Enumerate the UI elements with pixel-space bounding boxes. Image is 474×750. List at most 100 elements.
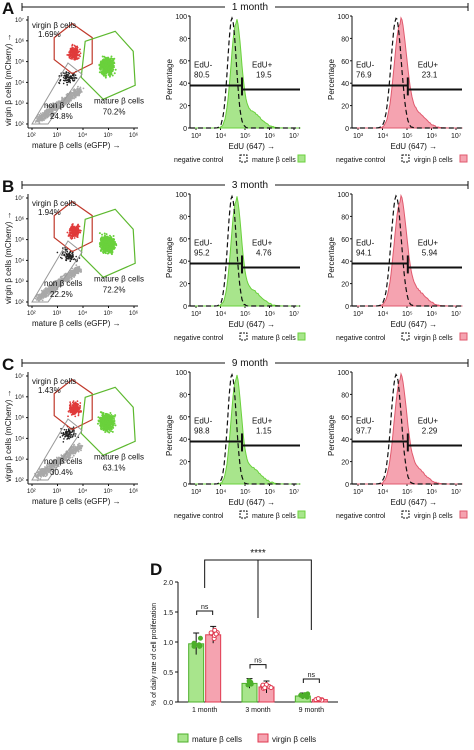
edu-neg-value: 80.5 bbox=[194, 70, 210, 79]
mature-dot bbox=[97, 416, 100, 419]
hist-y-tick-label: 40 bbox=[341, 259, 349, 266]
non-beta-dot bbox=[72, 93, 75, 96]
flow-x-tick-label: 10³ bbox=[53, 133, 62, 139]
intermediate-dot bbox=[71, 77, 74, 79]
virgin-dot bbox=[79, 55, 81, 58]
non-beta-dot bbox=[38, 473, 41, 476]
intermediate-dot bbox=[67, 74, 70, 76]
flow-x-tick-label: 10² bbox=[27, 489, 36, 495]
non-beta-dot bbox=[54, 466, 56, 468]
non-beta-dot bbox=[52, 468, 55, 470]
edu-pos-value: 5.94 bbox=[422, 248, 438, 257]
virgin-gate bbox=[53, 22, 93, 75]
non-beta-dot bbox=[80, 89, 82, 92]
mature-dot bbox=[98, 232, 101, 235]
timeline-label: 3 month bbox=[232, 180, 268, 191]
flow-x-tick-label: 10⁵ bbox=[104, 310, 114, 317]
non-beta-dot bbox=[50, 108, 52, 111]
non-beta-dot bbox=[52, 102, 55, 105]
non-beta-dot bbox=[63, 461, 66, 464]
virgin-dot bbox=[73, 237, 76, 239]
mature-dot bbox=[108, 251, 111, 254]
non-beta-dot bbox=[69, 449, 72, 451]
mature-dot bbox=[100, 71, 103, 74]
non-beta-dot bbox=[76, 449, 79, 452]
virgin-dot bbox=[74, 55, 77, 58]
mature-dot bbox=[102, 421, 105, 424]
non-beta-dot bbox=[45, 472, 47, 474]
non-beta-dot bbox=[79, 86, 82, 89]
non-beta-dot bbox=[79, 271, 82, 273]
mature-dot bbox=[111, 415, 114, 418]
hist-x-axis-label: EdU (647) → bbox=[391, 142, 438, 151]
non-beta-dot bbox=[48, 467, 51, 470]
intermediate-dot bbox=[60, 432, 63, 434]
flow-y-tick-label: 10⁵ bbox=[15, 59, 25, 66]
hist-x-tick-label: 10⁵ bbox=[402, 311, 413, 318]
hist-x-tick-label: 10⁴ bbox=[378, 133, 389, 140]
edu-pos-label: EdU+ bbox=[418, 238, 439, 247]
intermediate-dot bbox=[64, 77, 66, 80]
flow-x-tick-label: 10⁵ bbox=[104, 132, 114, 139]
non-beta-dot bbox=[39, 116, 42, 118]
non-beta-dot bbox=[65, 102, 68, 105]
intermediate-dot bbox=[64, 436, 66, 438]
non-beta-dot bbox=[52, 285, 55, 288]
non-beta-dot bbox=[66, 458, 68, 461]
flow-y-axis-label: virgin β cells (mCherry) → bbox=[4, 389, 13, 482]
intermediate-dot bbox=[74, 435, 77, 437]
non-beta-pct: 22.2% bbox=[50, 290, 73, 299]
hist-y-tick-label: 20 bbox=[341, 282, 349, 289]
virgin-dot bbox=[69, 55, 72, 58]
legend-negative-control: negative control bbox=[336, 157, 386, 164]
non-beta-dot bbox=[68, 455, 71, 458]
non-beta-dot bbox=[40, 298, 42, 301]
non-beta-dot bbox=[49, 291, 51, 294]
non-beta-dot bbox=[58, 100, 61, 103]
virgin-dot bbox=[69, 233, 71, 236]
virgin-dot bbox=[79, 402, 82, 404]
mature-dot bbox=[107, 423, 110, 426]
mature-dot bbox=[110, 430, 113, 433]
hist-x-tick-label: 10⁷ bbox=[289, 489, 300, 496]
virgin-dot bbox=[79, 48, 81, 51]
hist-y-tick-label: 80 bbox=[179, 392, 187, 399]
intermediate-dot bbox=[72, 253, 74, 256]
virgin-dot bbox=[72, 52, 75, 55]
intermediate-dot bbox=[66, 76, 69, 78]
intermediate-dot bbox=[61, 254, 63, 256]
mature-dot bbox=[105, 70, 108, 73]
mature-dot bbox=[108, 234, 111, 237]
non-beta-dot bbox=[38, 122, 41, 124]
mature-dot bbox=[105, 58, 108, 61]
hist-x-tick-label: 10⁴ bbox=[216, 133, 227, 140]
non-beta-dot bbox=[62, 458, 65, 461]
legend-sample-swatch bbox=[297, 332, 306, 341]
intermediate-dot bbox=[58, 81, 60, 84]
non-beta-dot bbox=[62, 105, 64, 108]
mature-dot bbox=[105, 418, 108, 421]
non-beta-dot bbox=[70, 271, 72, 274]
legend-sample-swatch bbox=[459, 332, 468, 341]
virgin-dot bbox=[76, 48, 78, 51]
hist-y-tick-label: 60 bbox=[179, 415, 187, 422]
non-beta-dot bbox=[76, 269, 79, 272]
mature-dot bbox=[102, 412, 105, 415]
intermediate-dot bbox=[74, 74, 77, 76]
hist-y-tick-label: 100 bbox=[337, 192, 349, 199]
hist-y-tick-label: 80 bbox=[179, 36, 187, 43]
virgin-dot bbox=[79, 405, 81, 407]
non-beta-dot bbox=[51, 112, 53, 115]
mature-dot bbox=[114, 414, 117, 417]
non-beta-dot bbox=[77, 85, 79, 88]
mature-dot bbox=[101, 238, 104, 241]
intermediate-dot bbox=[63, 254, 65, 256]
intermediate-dot bbox=[63, 433, 65, 436]
non-beta-dot bbox=[72, 92, 75, 94]
non-beta-dot bbox=[79, 447, 81, 450]
intermediate-dot bbox=[64, 75, 67, 78]
intermediate-dot bbox=[67, 437, 69, 439]
non-beta-dot bbox=[72, 269, 75, 272]
intermediate-dot bbox=[72, 433, 75, 436]
virgin-dot bbox=[76, 229, 79, 231]
